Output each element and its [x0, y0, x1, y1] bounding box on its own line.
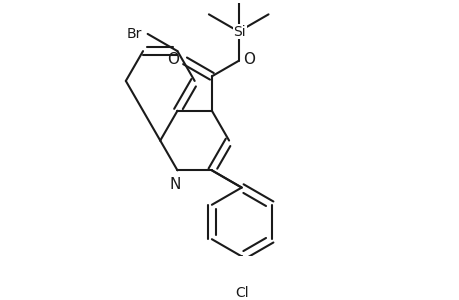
Text: O: O — [243, 52, 255, 67]
Text: Si: Si — [233, 25, 246, 39]
Text: Cl: Cl — [235, 286, 248, 300]
Text: Br: Br — [127, 27, 142, 41]
Text: N: N — [169, 177, 180, 192]
Text: O: O — [167, 52, 179, 67]
